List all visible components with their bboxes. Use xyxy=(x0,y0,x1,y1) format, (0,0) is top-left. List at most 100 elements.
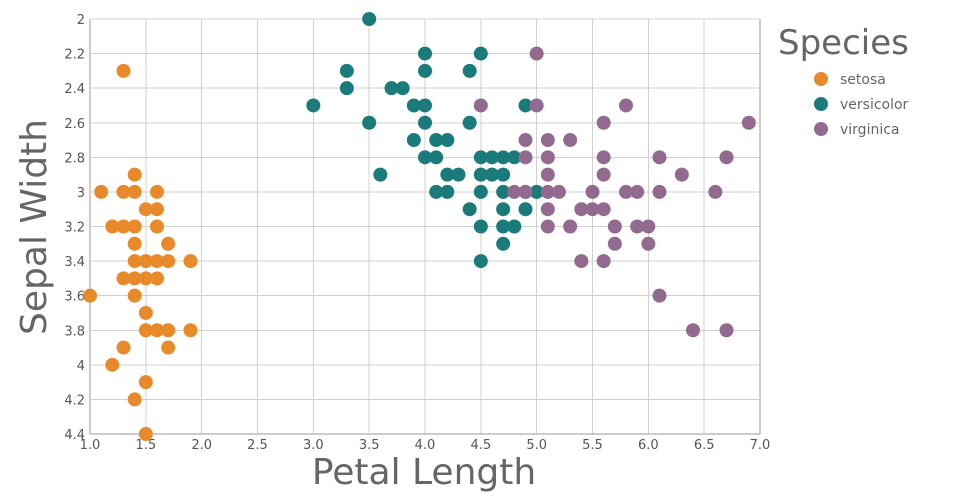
x-tick-label: 5.0 xyxy=(526,438,547,453)
data-point-virginica xyxy=(596,202,611,217)
data-point-versicolor xyxy=(373,167,388,182)
data-points xyxy=(83,12,756,441)
data-point-setosa xyxy=(116,219,131,234)
legend-swatch-versicolor xyxy=(814,97,828,111)
data-point-versicolor xyxy=(462,202,477,217)
data-point-setosa xyxy=(138,271,153,286)
data-point-virginica xyxy=(540,167,555,182)
data-point-versicolor xyxy=(496,219,511,234)
data-point-setosa xyxy=(183,323,198,338)
data-point-virginica xyxy=(719,150,734,165)
data-point-versicolor xyxy=(339,81,354,96)
data-point-setosa xyxy=(116,63,131,78)
data-point-setosa xyxy=(161,340,176,355)
data-point-setosa xyxy=(127,236,142,251)
data-point-setosa xyxy=(161,236,176,251)
data-point-setosa xyxy=(161,254,176,269)
data-point-setosa xyxy=(138,427,153,441)
grid xyxy=(89,18,761,435)
data-point-virginica xyxy=(607,219,622,234)
legend-label-setosa: setosa xyxy=(840,72,886,88)
data-point-virginica xyxy=(708,184,723,199)
data-point-virginica xyxy=(741,115,756,130)
data-point-versicolor xyxy=(440,133,455,148)
data-point-setosa xyxy=(161,323,176,338)
data-point-versicolor xyxy=(306,98,321,113)
y-tick-label: 2 xyxy=(77,13,85,28)
y-tick-labels: 2 2.2 2.4 2.6 2.8 3 3.2 3.4 3.6 3.8 4 4.2 4.4 xyxy=(64,13,85,443)
x-tick-label: 6.0 xyxy=(638,438,659,453)
data-point-versicolor xyxy=(507,150,522,165)
data-point-virginica xyxy=(619,98,633,113)
y-tick-label: 3.8 xyxy=(64,324,85,339)
data-point-versicolor xyxy=(451,167,466,182)
data-point-versicolor xyxy=(518,202,533,217)
data-point-virginica xyxy=(563,133,578,148)
data-point-virginica xyxy=(596,115,611,130)
data-point-versicolor xyxy=(429,133,444,148)
y-tick-label: 2.2 xyxy=(64,48,85,63)
data-point-versicolor xyxy=(406,133,421,148)
data-point-virginica xyxy=(596,167,611,182)
y-axis-title: Sepal Width xyxy=(14,119,55,335)
x-tick-labels: 1.0 1.5 2.0 2.5 3.0 3.5 4.0 4.5 5.0 5.5 6.0 6.5 7.0 xyxy=(80,438,771,453)
data-point-versicolor xyxy=(496,150,511,165)
y-tick-label: 2.4 xyxy=(64,82,85,97)
data-point-setosa xyxy=(127,167,142,182)
data-point-versicolor xyxy=(362,12,377,26)
data-point-setosa xyxy=(127,392,142,407)
data-point-virginica xyxy=(540,202,555,217)
data-point-virginica xyxy=(518,184,533,199)
data-point-setosa xyxy=(105,219,120,234)
data-point-virginica xyxy=(518,133,533,148)
legend: setosa versicolor virginica xyxy=(814,72,909,138)
x-tick-label: 1.0 xyxy=(80,438,101,453)
data-point-versicolor xyxy=(462,115,477,130)
data-point-setosa xyxy=(150,219,164,234)
x-axis-title: Petal Length xyxy=(312,452,536,493)
legend-label-virginica: virginica xyxy=(840,122,900,138)
x-tick-label: 2.5 xyxy=(247,438,268,453)
legend-swatch-virginica xyxy=(814,122,828,136)
data-point-setosa xyxy=(127,254,142,269)
data-point-virginica xyxy=(585,184,600,199)
legend-title: Species xyxy=(778,23,909,63)
data-point-virginica xyxy=(529,98,544,113)
data-point-versicolor xyxy=(485,150,499,165)
data-point-virginica xyxy=(619,184,633,199)
data-point-virginica xyxy=(641,236,656,251)
data-point-setosa xyxy=(138,375,153,390)
data-point-versicolor xyxy=(496,236,511,251)
data-point-virginica xyxy=(596,254,611,269)
data-point-setosa xyxy=(105,357,120,372)
x-tick-label: 1.5 xyxy=(135,438,156,453)
data-point-versicolor xyxy=(473,150,488,165)
data-point-versicolor xyxy=(418,115,432,130)
y-tick-label: 3.2 xyxy=(64,221,85,236)
data-point-setosa xyxy=(138,323,153,338)
data-point-versicolor xyxy=(496,184,511,199)
y-tick-label: 4.2 xyxy=(64,393,85,408)
data-point-setosa xyxy=(127,288,142,303)
data-point-versicolor xyxy=(339,63,354,78)
data-point-virginica xyxy=(652,150,667,165)
data-point-versicolor xyxy=(529,184,544,199)
data-point-virginica xyxy=(540,133,555,148)
y-tick-label: 4.4 xyxy=(64,428,85,443)
data-point-versicolor xyxy=(362,115,377,130)
data-point-setosa xyxy=(116,340,131,355)
y-tick-label: 3.6 xyxy=(64,290,85,305)
data-point-virginica xyxy=(473,98,488,113)
y-tick-label: 2.8 xyxy=(64,151,85,166)
data-point-setosa xyxy=(127,184,142,199)
data-point-versicolor xyxy=(473,254,488,269)
data-point-versicolor xyxy=(507,219,522,234)
x-tick-label: 3.0 xyxy=(303,438,324,453)
data-point-virginica xyxy=(518,150,533,165)
y-tick-label: 4 xyxy=(77,359,85,374)
data-point-virginica xyxy=(630,184,645,199)
data-point-virginica xyxy=(719,323,734,338)
data-point-virginica xyxy=(674,167,689,182)
data-point-versicolor xyxy=(485,167,499,182)
legend-label-versicolor: versicolor xyxy=(840,97,909,113)
